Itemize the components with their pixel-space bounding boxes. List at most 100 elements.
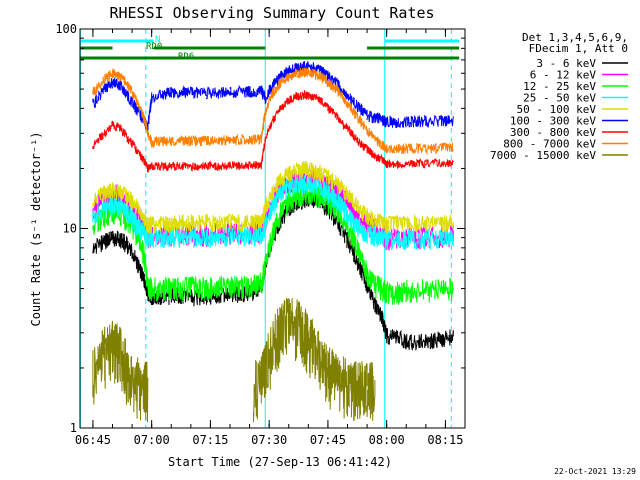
series-segment	[272, 202, 282, 246]
series-segment	[264, 115, 274, 142]
series-segment	[280, 191, 290, 217]
series-segment	[143, 158, 149, 173]
series-segment	[182, 213, 196, 232]
series-segment	[206, 214, 219, 233]
y-axis: 1 10 100	[55, 22, 465, 435]
series-segment	[319, 195, 329, 216]
series-50-to-100keV-trace	[92, 160, 454, 234]
series-segment	[151, 89, 164, 104]
series-segment	[358, 220, 368, 243]
series-segment	[217, 162, 231, 171]
series-segment	[366, 362, 376, 421]
series-segment	[311, 93, 321, 104]
series-segment	[382, 216, 388, 233]
series-segment	[311, 62, 321, 76]
series-segment	[311, 177, 321, 196]
series-segment	[409, 157, 427, 169]
series-segment	[135, 146, 145, 163]
series-segment	[350, 212, 360, 238]
series-segment	[143, 114, 149, 137]
series-segment	[335, 192, 345, 217]
series-segment	[112, 230, 121, 248]
series-segment	[358, 247, 368, 282]
series-segment	[229, 227, 243, 246]
series-segment	[217, 86, 231, 99]
x-tick-label: 06:45	[75, 433, 111, 447]
series-segment	[343, 88, 352, 107]
series-segment	[127, 190, 137, 216]
x-tick-label: 08:15	[427, 433, 463, 447]
series-segment	[143, 242, 149, 289]
series-segment	[425, 114, 442, 128]
series-segment	[350, 106, 360, 124]
series-segment	[92, 235, 106, 254]
series-segment	[127, 205, 137, 236]
series-segment	[296, 175, 305, 195]
series-segment	[182, 135, 196, 147]
series-segment	[382, 279, 388, 304]
series-segment	[104, 78, 113, 93]
series-segment	[253, 280, 262, 297]
series-segment	[319, 341, 329, 402]
series-segment	[280, 97, 290, 111]
series-segment	[217, 212, 231, 233]
y-tick-label: 10	[63, 222, 77, 236]
x-tick-label: 08:00	[369, 433, 405, 447]
series-segment	[112, 121, 121, 132]
series-segment	[319, 96, 329, 112]
series-segment	[272, 307, 282, 372]
series-segment	[441, 329, 454, 348]
series-segment	[303, 67, 313, 79]
series-segment	[104, 320, 113, 389]
series-25-to-50keV-trace	[92, 175, 454, 252]
x-axis-label: Start Time (27-Sep-13 06:41:42)	[168, 455, 392, 469]
series-segment	[374, 299, 384, 327]
series-segment	[92, 85, 106, 109]
series-segment	[127, 137, 137, 154]
series-segment	[382, 141, 388, 154]
series-segment	[409, 213, 427, 233]
series-segment	[151, 228, 164, 248]
series-segment	[112, 77, 121, 91]
series-segment	[182, 224, 196, 246]
series-segment	[303, 161, 313, 179]
series-segment	[409, 279, 427, 303]
series-segment	[170, 214, 184, 233]
series-segment	[327, 184, 337, 208]
series-segment	[350, 129, 360, 147]
series-segment	[335, 353, 345, 412]
series-segment	[162, 227, 172, 249]
series-300-to-800keV-trace	[92, 90, 454, 173]
series-segment	[409, 229, 427, 252]
x-axis: 06:45 07:00 07:15 07:30 07:45 08:00 08:15	[75, 29, 466, 447]
series-segment	[343, 228, 352, 254]
series-segment	[319, 167, 329, 183]
series-segment	[135, 198, 145, 225]
series-segment	[343, 96, 352, 113]
series-segment	[350, 226, 360, 264]
series-segment	[343, 201, 352, 228]
series-segment	[366, 146, 376, 160]
legend: Det 1,3,4,5,6,9, FDecim 1, Att 0 3 - 6 k…	[490, 31, 628, 162]
series-segment	[382, 115, 388, 128]
series-segment	[374, 274, 384, 302]
series-segment	[288, 68, 298, 81]
legend-entry-label: 50 - 100 keV	[517, 103, 597, 116]
series-segment	[386, 144, 399, 154]
series-segment	[143, 224, 149, 248]
series-segment	[374, 226, 384, 248]
series-segment	[296, 160, 305, 179]
generated-timestamp: 22-Oct-2021 13:29	[554, 467, 636, 476]
series-segment	[194, 229, 207, 247]
series-segment	[119, 199, 129, 220]
series-segment	[319, 180, 329, 203]
series-segment	[272, 78, 282, 98]
series-segment	[253, 226, 262, 248]
series-segment	[92, 207, 106, 235]
series-segment	[264, 321, 274, 395]
series-segment	[170, 277, 184, 301]
series-segment	[382, 312, 388, 339]
series-segment	[119, 80, 129, 102]
series-segment	[366, 110, 376, 124]
